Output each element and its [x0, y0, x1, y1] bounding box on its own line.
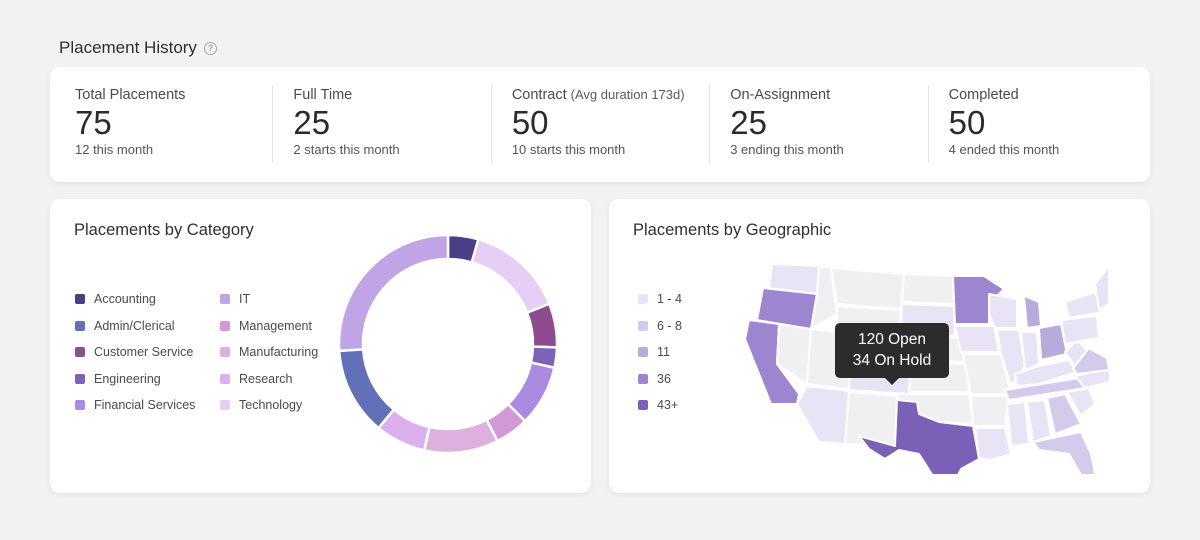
- legend-item[interactable]: Accounting: [75, 292, 195, 307]
- geographic-card-title: Placements by Geographic: [633, 221, 832, 239]
- state-pennsylvania[interactable]: [1060, 315, 1100, 345]
- geographic-legend: 1 - 4 6 - 8 11 36 43+: [638, 292, 682, 413]
- stat-label: Contract (Avg duration 173d): [511, 87, 685, 103]
- category-donut-chart: [337, 233, 559, 455]
- legend-swatch: [638, 320, 648, 331]
- state-montana[interactable]: [830, 267, 905, 310]
- category-card-title: Placements by Category: [74, 221, 254, 239]
- legend-swatch: [75, 347, 85, 358]
- stat-sub: 4 ended this month: [948, 142, 1060, 158]
- map-tooltip: 120 Open 34 On Hold: [835, 323, 949, 385]
- legend-swatch: [75, 400, 85, 411]
- state-georgia[interactable]: [1046, 393, 1082, 435]
- legend-swatch: [220, 373, 230, 384]
- stat-sub: 10 starts this month: [511, 142, 626, 158]
- legend-item[interactable]: Technology: [220, 398, 318, 413]
- page-title: Placement History ?: [59, 38, 217, 58]
- legend-item[interactable]: 11: [638, 345, 682, 360]
- donut-slice-customer-service[interactable]: [525, 302, 559, 349]
- legend-item[interactable]: Research: [220, 372, 318, 387]
- state-idaho[interactable]: [810, 265, 838, 330]
- stat-contract: Contract (Avg duration 173d) 50 10 starts…: [490, 67, 709, 182]
- legend-item[interactable]: IT: [220, 292, 318, 307]
- stat-full-time: Full Time 25 2 starts this month: [272, 67, 490, 182]
- category-legend-right: IT Management Manufacturing Research Tec…: [220, 292, 318, 413]
- state-florida[interactable]: [1032, 431, 1097, 474]
- legend-swatch: [220, 294, 230, 305]
- legend-item[interactable]: Engineering: [75, 372, 195, 387]
- state-texas[interactable]: [858, 399, 980, 474]
- category-legend-left: Accounting Admin/Clerical Customer Servi…: [75, 292, 195, 413]
- stat-sub: 2 starts this month: [293, 142, 400, 158]
- legend-item[interactable]: 43+: [638, 398, 682, 413]
- state-south-carolina[interactable]: [1066, 387, 1096, 417]
- legend-swatch: [638, 347, 648, 358]
- legend-swatch: [75, 373, 85, 384]
- state-mississippi[interactable]: [1006, 401, 1030, 447]
- state-new-york[interactable]: [1064, 291, 1104, 319]
- legend-swatch: [75, 294, 85, 305]
- stat-sub: 3 ending this month: [730, 142, 844, 158]
- donut-slice-it[interactable]: [337, 233, 450, 353]
- stat-value: 50: [948, 104, 986, 141]
- question-circle-icon[interactable]: ?: [203, 41, 217, 55]
- legend-item[interactable]: 36: [638, 372, 682, 387]
- legend-item[interactable]: Manufacturing: [220, 345, 318, 360]
- tooltip-open: 120 Open: [857, 331, 927, 348]
- donut-slice-admin-clerical[interactable]: [337, 348, 396, 430]
- stat-value: 75: [75, 104, 112, 141]
- stat-completed: Completed 50 4 ended this month: [927, 67, 1146, 182]
- stat-label: Total Placements: [75, 87, 186, 103]
- legend-swatch: [75, 320, 85, 331]
- state-iowa[interactable]: [954, 325, 1000, 353]
- stat-on-assignment: On-Assignment 25 3 ending this month: [709, 67, 927, 182]
- stat-label: Completed: [948, 87, 1019, 103]
- state-wisconsin[interactable]: [988, 293, 1018, 329]
- donut-slice-technology[interactable]: [470, 237, 551, 315]
- state-michigan[interactable]: [1023, 295, 1042, 329]
- legend-item[interactable]: Financial Services: [75, 398, 195, 413]
- donut-slice-manufacturing[interactable]: [422, 418, 500, 455]
- legend-item[interactable]: 6 - 8: [638, 319, 682, 334]
- category-card: Placements by Category Accounting Admin/…: [50, 199, 591, 493]
- legend-swatch: [638, 294, 648, 305]
- legend-item[interactable]: Admin/Clerical: [75, 319, 195, 334]
- stat-note: (Avg duration 173d): [570, 87, 685, 102]
- stat-value: 25: [730, 104, 767, 141]
- stat-sub: 12 this month: [75, 142, 154, 158]
- stat-value: 25: [293, 104, 331, 141]
- stat-total-placements: Total Placements 75 12 this month: [54, 67, 272, 182]
- state-alabama[interactable]: [1026, 399, 1052, 443]
- state-north-dakota[interactable]: [901, 273, 955, 305]
- legend-item[interactable]: Customer Service: [75, 345, 195, 360]
- tooltip-on-hold: 34 On Hold: [852, 352, 932, 369]
- stat-label: On-Assignment: [730, 87, 831, 103]
- legend-swatch: [638, 373, 648, 384]
- state-west-virginia[interactable]: [1064, 339, 1088, 367]
- legend-item[interactable]: Management: [220, 319, 318, 334]
- legend-swatch: [220, 320, 230, 331]
- state-arkansas[interactable]: [970, 395, 1010, 427]
- state-indiana[interactable]: [1020, 331, 1040, 371]
- state-louisiana[interactable]: [974, 427, 1012, 461]
- legend-item[interactable]: 1 - 4: [638, 292, 682, 307]
- stats-card: Total Placements 75 12 this month Full T…: [50, 67, 1150, 182]
- stat-value: 50: [511, 104, 549, 141]
- legend-swatch: [220, 347, 230, 358]
- stat-label: Full Time: [293, 87, 353, 103]
- state-arizona[interactable]: [796, 385, 850, 445]
- state-new-england[interactable]: [1094, 265, 1109, 311]
- legend-swatch: [638, 400, 648, 411]
- state-new-mexico[interactable]: [844, 391, 898, 447]
- legend-swatch: [220, 400, 230, 411]
